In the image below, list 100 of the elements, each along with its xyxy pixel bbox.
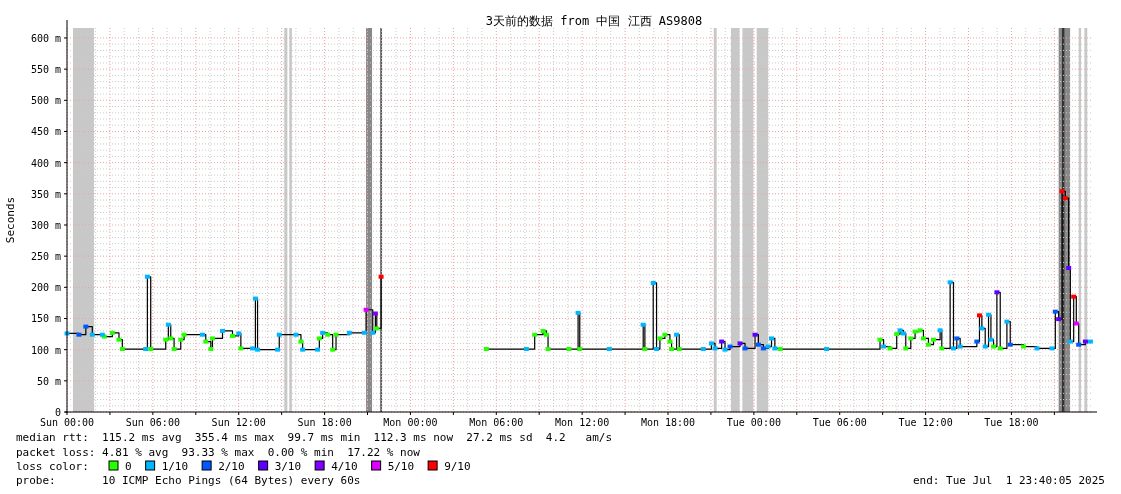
point xyxy=(772,346,778,351)
point xyxy=(483,347,489,352)
point xyxy=(1034,346,1040,351)
y-tick-label: 500 m xyxy=(30,95,61,107)
point xyxy=(370,330,376,335)
point xyxy=(979,326,985,331)
point xyxy=(275,347,281,352)
point xyxy=(333,332,339,337)
point xyxy=(163,337,169,342)
point xyxy=(908,336,914,341)
point xyxy=(920,336,926,341)
point xyxy=(276,332,282,337)
point xyxy=(1059,189,1065,194)
point xyxy=(374,326,380,331)
y-tick-label: 150 m xyxy=(30,313,61,325)
point xyxy=(361,330,367,335)
legend-label: 3/10 xyxy=(274,460,302,473)
point xyxy=(991,344,997,349)
point xyxy=(1021,344,1027,349)
point xyxy=(1062,196,1068,201)
point xyxy=(293,332,299,337)
legend-label: 0 xyxy=(125,460,132,473)
point xyxy=(642,347,648,352)
point xyxy=(988,337,994,342)
point xyxy=(325,332,331,337)
point xyxy=(199,332,205,337)
point xyxy=(894,332,900,337)
point xyxy=(1049,346,1055,351)
y-tick-label: 550 m xyxy=(30,64,61,76)
point xyxy=(912,329,918,334)
point xyxy=(148,347,154,352)
point xyxy=(662,332,668,337)
legend-label: 9/10 xyxy=(444,460,471,473)
point xyxy=(76,332,82,337)
point xyxy=(209,336,215,341)
x-tick-label: Sun 00:00 xyxy=(39,417,95,428)
point xyxy=(654,347,660,352)
point xyxy=(1076,342,1082,347)
point xyxy=(640,322,646,327)
point xyxy=(881,344,887,349)
text: end: Tue Jul 1 23:40:05 2025 xyxy=(912,474,1105,487)
text: median rtt: 115.2 ms avg 355.4 ms max 99.7 ms min 112.3 ms now 27.2 ms sd 4.2 am/s xyxy=(16,431,613,444)
point xyxy=(171,347,177,352)
point xyxy=(700,347,706,352)
point xyxy=(1004,319,1010,324)
y-tick-label: 300 m xyxy=(30,219,61,231)
point xyxy=(737,341,743,346)
point xyxy=(230,333,236,338)
point xyxy=(986,312,992,317)
point xyxy=(900,331,906,336)
y-tick-label: 600 m xyxy=(30,32,61,44)
point xyxy=(974,339,980,344)
point xyxy=(255,347,261,352)
legend-label: 2/10 xyxy=(218,460,245,473)
point xyxy=(143,347,149,352)
x-tick-label: Tue 00:00 xyxy=(726,417,781,428)
y-tick-label: 350 m xyxy=(30,188,61,200)
y-tick-label: 50 m xyxy=(36,375,61,387)
x-tick-label: Mon 18:00 xyxy=(640,417,696,428)
point xyxy=(727,344,733,349)
point xyxy=(575,310,581,315)
point xyxy=(712,346,718,351)
x-tick-label: Sun 18:00 xyxy=(297,417,352,428)
y-tick-label: 200 m xyxy=(30,282,61,294)
point xyxy=(669,347,675,352)
y-axis-title: Seconds xyxy=(4,196,17,244)
point xyxy=(181,332,187,337)
point xyxy=(315,347,321,352)
point xyxy=(650,280,656,285)
point xyxy=(769,336,775,341)
point xyxy=(760,346,766,351)
point xyxy=(777,347,783,352)
point xyxy=(330,347,336,352)
point xyxy=(667,339,673,344)
point xyxy=(755,342,761,347)
text: packet loss: 4.81 % avg 93.33 % max 0.00 % min 17.22 % now xyxy=(16,446,421,459)
point xyxy=(577,347,583,352)
point xyxy=(238,346,244,351)
point xyxy=(119,347,125,352)
point xyxy=(252,296,258,301)
point xyxy=(903,346,909,351)
point xyxy=(250,346,256,351)
point xyxy=(925,342,931,347)
point xyxy=(109,330,115,335)
y-tick-label: 0 xyxy=(54,407,61,418)
x-tick-label: Mon 12:00 xyxy=(555,417,610,428)
point xyxy=(168,336,174,341)
point xyxy=(676,347,682,352)
point xyxy=(937,328,943,333)
point xyxy=(165,322,171,327)
chart-title: 3天前的数据 from 中国 江西 AS9808 xyxy=(485,14,703,28)
legend-title: loss color: xyxy=(16,460,89,473)
point xyxy=(208,347,214,352)
point xyxy=(1056,317,1062,322)
x-tick-label: Mon 00:00 xyxy=(383,417,438,428)
point xyxy=(1066,266,1072,270)
point xyxy=(83,324,89,329)
point xyxy=(887,346,893,351)
point xyxy=(89,332,95,337)
point xyxy=(1067,339,1073,344)
